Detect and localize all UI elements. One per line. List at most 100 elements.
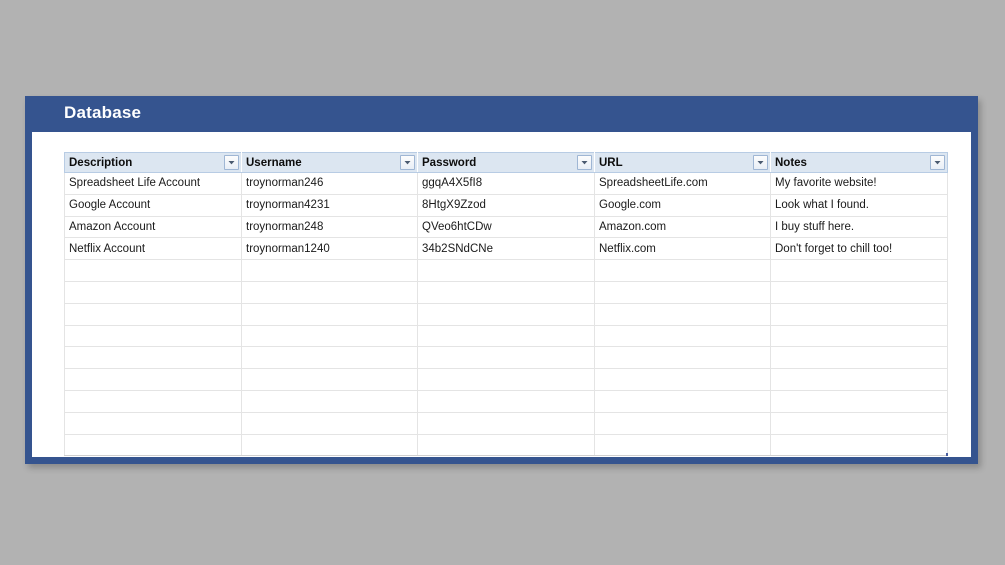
filter-dropdown-icon[interactable] xyxy=(753,155,768,170)
cell-url[interactable]: Amazon.com xyxy=(594,216,771,239)
table-row[interactable] xyxy=(64,390,948,413)
cell-password[interactable] xyxy=(417,346,595,370)
cell-url[interactable]: Netflix.com xyxy=(594,237,771,261)
table-row[interactable] xyxy=(64,259,948,282)
cell-description[interactable]: Google Account xyxy=(64,194,242,217)
cell-username[interactable] xyxy=(241,259,418,282)
table-row[interactable]: Google Account troynorman4231 8HtgX9Zzod Go… xyxy=(64,194,948,217)
column-header-label: Notes xyxy=(775,156,807,169)
cell-description[interactable] xyxy=(64,412,242,435)
page-title: Database xyxy=(64,103,142,122)
cell-username[interactable] xyxy=(241,346,418,370)
cell-username[interactable] xyxy=(241,303,418,326)
cell-notes[interactable]: I buy stuff here. xyxy=(770,216,948,239)
table-header: Description Username Password URL Notes xyxy=(64,152,948,173)
cell-password[interactable] xyxy=(417,412,595,435)
cell-notes[interactable] xyxy=(770,325,948,348)
filter-dropdown-icon[interactable] xyxy=(224,155,239,170)
cell-notes[interactable] xyxy=(770,259,948,282)
cell-username[interactable]: troynorman248 xyxy=(241,216,418,239)
table-resize-handle[interactable] xyxy=(941,453,948,456)
column-header-username[interactable]: Username xyxy=(241,152,418,173)
cell-url[interactable] xyxy=(594,281,771,304)
cell-description[interactable] xyxy=(64,390,242,413)
cell-url[interactable] xyxy=(594,303,771,326)
cell-url[interactable] xyxy=(594,412,771,435)
column-header-label: URL xyxy=(599,156,623,169)
password-database-table: Description Username Password URL Notes Spre… xyxy=(64,152,948,456)
table-row[interactable] xyxy=(64,325,948,348)
cell-description[interactable] xyxy=(64,368,242,391)
filter-dropdown-icon[interactable] xyxy=(400,155,415,170)
filter-dropdown-icon[interactable] xyxy=(577,155,592,170)
table-row[interactable] xyxy=(64,368,948,391)
cell-password[interactable] xyxy=(417,281,595,304)
cell-notes[interactable] xyxy=(770,390,948,413)
cell-password[interactable] xyxy=(417,368,595,391)
table-container: Description Username Password URL Notes Spre… xyxy=(64,152,948,456)
column-header-url[interactable]: URL xyxy=(594,152,771,173)
cell-password[interactable]: ggqA4X5fI8 xyxy=(417,172,595,195)
cell-password[interactable] xyxy=(417,259,595,282)
cell-password[interactable]: 8HtgX9Zzod xyxy=(417,194,595,217)
table-row[interactable] xyxy=(64,346,948,370)
cell-notes[interactable]: My favorite website! xyxy=(770,172,948,195)
table-row[interactable]: Amazon Account troynorman248 QVeo6htCDw Ama… xyxy=(64,216,948,239)
cell-description[interactable] xyxy=(64,259,242,282)
cell-notes[interactable] xyxy=(770,346,948,370)
cell-notes[interactable] xyxy=(770,434,948,456)
filter-dropdown-icon[interactable] xyxy=(930,155,945,170)
cell-url[interactable]: SpreadsheetLife.com xyxy=(594,172,771,195)
cell-notes[interactable]: Don't forget to chill too! xyxy=(770,237,948,261)
cell-url[interactable]: Google.com xyxy=(594,194,771,217)
column-header-label: Password xyxy=(422,156,477,169)
cell-description[interactable] xyxy=(64,303,242,326)
cell-username[interactable] xyxy=(241,390,418,413)
cell-url[interactable] xyxy=(594,325,771,348)
cell-username[interactable]: troynorman4231 xyxy=(241,194,418,217)
cell-notes[interactable] xyxy=(770,368,948,391)
cell-password[interactable] xyxy=(417,390,595,413)
cell-description[interactable] xyxy=(64,434,242,456)
cell-description[interactable] xyxy=(64,346,242,370)
cell-notes[interactable]: Look what I found. xyxy=(770,194,948,217)
table-row[interactable] xyxy=(64,303,948,326)
table-row[interactable] xyxy=(64,281,948,304)
cell-password[interactable]: QVeo6htCDw xyxy=(417,216,595,239)
cell-description[interactable]: Spreadsheet Life Account xyxy=(64,172,242,195)
cell-url[interactable] xyxy=(594,346,771,370)
column-header-password[interactable]: Password xyxy=(417,152,595,173)
table-row[interactable] xyxy=(64,434,948,456)
cell-url[interactable] xyxy=(594,434,771,456)
cell-notes[interactable] xyxy=(770,281,948,304)
cell-description[interactable]: Netflix Account xyxy=(64,237,242,261)
column-header-description[interactable]: Description xyxy=(64,152,242,173)
cell-description[interactable]: Amazon Account xyxy=(64,216,242,239)
cell-password[interactable] xyxy=(417,303,595,326)
cell-url[interactable] xyxy=(594,368,771,391)
column-header-label: Description xyxy=(69,156,133,169)
cell-username[interactable] xyxy=(241,434,418,456)
cell-password[interactable] xyxy=(417,325,595,348)
cell-notes[interactable] xyxy=(770,303,948,326)
cell-notes[interactable] xyxy=(770,412,948,435)
cell-username[interactable] xyxy=(241,368,418,391)
table-row[interactable]: Spreadsheet Life Account troynorman246 ggq… xyxy=(64,172,948,195)
cell-description[interactable] xyxy=(64,281,242,304)
cell-description[interactable] xyxy=(64,325,242,348)
cell-username[interactable] xyxy=(241,281,418,304)
cell-username[interactable]: troynorman1240 xyxy=(241,237,418,261)
cell-password[interactable]: 34b2SNdCNe xyxy=(417,237,595,261)
column-header-label: Username xyxy=(246,156,302,169)
cell-username[interactable] xyxy=(241,325,418,348)
table-row[interactable]: Netflix Account troynorman1240 34b2SNdCNe N… xyxy=(64,237,948,261)
worksheet-area[interactable]: Description Username Password URL Notes Spre… xyxy=(32,132,971,457)
cell-url[interactable] xyxy=(594,259,771,282)
column-header-notes[interactable]: Notes xyxy=(770,152,948,173)
table-row[interactable] xyxy=(64,412,948,435)
cell-url[interactable] xyxy=(594,390,771,413)
cell-username[interactable]: troynorman246 xyxy=(241,172,418,195)
cell-password[interactable] xyxy=(417,434,595,456)
cell-username[interactable] xyxy=(241,412,418,435)
table-header-row: Description Username Password URL Notes xyxy=(64,152,948,173)
